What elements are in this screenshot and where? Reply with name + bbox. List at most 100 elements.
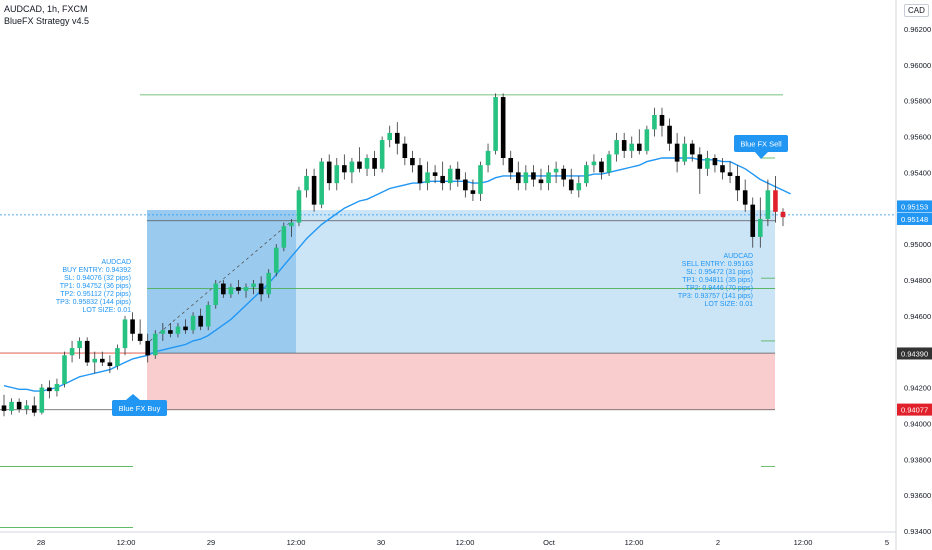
sell-info-symbol: AUDCAD	[723, 253, 753, 260]
y-tick-label: 0.94600	[904, 312, 931, 321]
candle-body	[221, 283, 226, 295]
candle-body	[606, 154, 612, 173]
candle-body	[62, 355, 67, 384]
candle-body	[735, 175, 740, 191]
candle-body	[568, 179, 574, 191]
candle-body	[258, 283, 264, 295]
candle-body	[364, 158, 370, 169]
candle-body	[92, 358, 98, 363]
candle-body	[705, 158, 710, 169]
candle-body	[115, 348, 120, 367]
y-tick-label: 0.95400	[904, 168, 931, 177]
y-tick-label: 0.94800	[904, 276, 931, 285]
buy-info-symbol: AUDCAD	[101, 259, 131, 266]
candle-body	[667, 125, 672, 144]
candle-body	[599, 161, 604, 173]
candle-body	[9, 401, 14, 411]
candle-body	[500, 97, 506, 159]
y-tick-label: 0.93800	[904, 455, 931, 464]
candle-body	[198, 315, 203, 327]
y-tick-label: 0.93400	[904, 527, 931, 536]
candle-body	[379, 140, 385, 169]
candle-body	[689, 143, 695, 155]
candle-body	[576, 183, 582, 191]
candle-body	[281, 226, 287, 248]
candle-body	[621, 140, 627, 151]
currency-badge[interactable]: CAD	[904, 4, 929, 17]
buy-arrow-marker	[126, 394, 140, 400]
price-tag-entry: 0.94390	[901, 349, 928, 358]
candle-body	[765, 190, 771, 219]
x-tick-label: 28	[37, 538, 45, 547]
candle-body	[236, 287, 241, 291]
y-tick-label: 0.95000	[904, 240, 931, 249]
candle-body	[16, 401, 22, 410]
candle-body	[523, 172, 529, 184]
candle-body	[417, 165, 423, 184]
candle-body	[478, 165, 483, 194]
buy-signal-label: Blue FX Buy	[119, 404, 161, 413]
x-tick-label: 2	[716, 538, 720, 547]
candle-body	[183, 326, 188, 331]
x-tick-label: 12:00	[625, 538, 644, 547]
candle-body	[387, 132, 393, 141]
candle-body	[84, 340, 90, 363]
candle-body	[152, 333, 158, 356]
moving-average-line	[3, 157, 791, 392]
candle-body	[47, 387, 52, 392]
price-tag-entry-bg	[897, 347, 932, 360]
candle-body	[175, 326, 181, 334]
candle-body	[515, 172, 521, 184]
candle-body	[531, 172, 536, 180]
sell-info-line: SELL ENTRY: 0.95163	[682, 261, 753, 268]
y-tick-label: 0.94000	[904, 419, 931, 428]
candle-body	[727, 172, 733, 176]
candle-body	[213, 283, 219, 306]
price-tag-stop: 0.94077	[901, 406, 928, 415]
x-tick-label: Oct	[543, 538, 556, 547]
price-tag-stop-bg	[897, 403, 932, 416]
candle-body	[425, 172, 430, 184]
x-tick-label: 30	[377, 538, 385, 547]
buy-info-line: TP2: 0.95112 (72 pips)	[60, 291, 131, 298]
y-tick-label: 0.95800	[904, 97, 931, 106]
candle-body	[432, 172, 438, 176]
candle-body	[168, 330, 173, 334]
candle-body	[584, 165, 589, 184]
sell-arrow-marker	[755, 152, 768, 159]
sell-info-line: LOT SIZE: 0.01	[704, 301, 753, 308]
candle-body	[455, 168, 461, 180]
candle-body	[107, 362, 113, 367]
candle-body	[122, 319, 128, 349]
sell-profit-zone	[296, 210, 775, 354]
candle-body	[561, 168, 566, 180]
candle-body	[394, 132, 400, 144]
buy-signal-label-bg	[112, 400, 167, 416]
candle-body	[349, 161, 355, 173]
sell-info-line: TP3: 0.93757 (141 pips)	[678, 293, 753, 300]
buy-info-line: LOT SIZE: 0.01	[82, 307, 131, 314]
y-tick-label: 0.94200	[904, 384, 931, 393]
y-tick-label: 0.95600	[904, 132, 931, 141]
stop-loss-zone	[147, 353, 775, 410]
buy-info-line: TP3: 0.95832 (144 pips)	[56, 299, 131, 306]
candle-body	[773, 190, 778, 212]
candle-body	[485, 150, 491, 166]
candle-body	[750, 204, 756, 237]
candle-body	[674, 143, 680, 162]
candle-body	[447, 168, 453, 184]
candle-body	[39, 387, 45, 413]
indicator-name: BlueFX Strategy v4.5	[4, 16, 90, 26]
candle-body	[205, 305, 211, 327]
y-tick-label: 0.93600	[904, 491, 931, 500]
candle-body	[326, 161, 332, 184]
candle-body	[463, 179, 468, 191]
candle-body	[251, 283, 256, 288]
candle-body	[508, 158, 514, 173]
candle-body	[77, 340, 82, 349]
sell-signal-label-bg	[734, 135, 788, 152]
candle-body	[742, 190, 748, 205]
candle-body	[758, 218, 763, 237]
candle-body	[228, 287, 234, 295]
